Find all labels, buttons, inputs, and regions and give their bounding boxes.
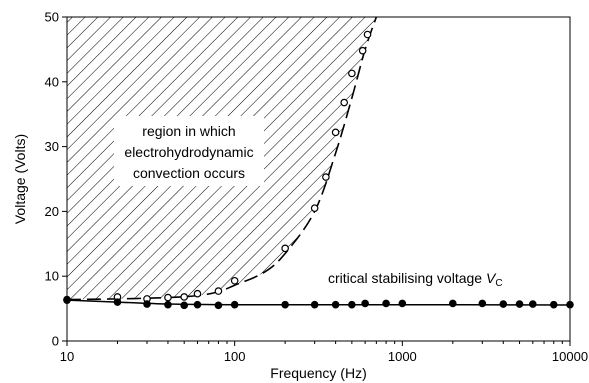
filled-circle-point [113,298,122,306]
open-circle-point [310,204,319,212]
x-tick-label: 10000 [552,349,588,364]
critical-voltage-text: critical stabilising voltage [328,270,486,286]
y-axis-title: Voltage (Volts) [12,134,28,224]
x-tick-label: 1000 [388,349,417,364]
y-tick-label: 40 [45,74,59,89]
open-circle-point [214,287,223,295]
filled-circle-point [528,300,537,308]
open-circle-point [164,293,172,302]
y-tick-label: 0 [52,334,59,349]
filled-circle-point [348,300,356,309]
open-circle-point [322,173,330,181]
critical-voltage-label: critical stabilising voltage VC [328,270,503,289]
filled-circle-point [566,300,574,309]
y-tick-label: 50 [45,10,59,25]
data-markers [63,30,574,310]
open-circle-point [358,46,367,55]
stability-curve [67,299,570,306]
region-annotation-background [114,116,264,186]
open-circle-point [230,276,239,285]
critical-voltage-symbol: V [486,270,497,286]
x-tick-label: 100 [224,349,246,364]
open-circle-point [193,289,202,298]
open-circle-point [363,30,372,39]
filled-circle-point [193,300,202,309]
filled-circle-point [331,300,340,309]
filled-circle-point [398,299,407,308]
filled-circle-point [143,300,151,308]
x-axis-title: Frequency (Hz) [270,365,366,381]
open-circle-point [348,69,356,78]
region-annotation-line-1: region in which [142,123,235,139]
filled-circle-point [63,296,71,304]
open-circle-point [180,293,188,301]
plot-frame [66,16,571,342]
x-axis-ticks: 10 100 1000 10000 [60,341,588,364]
filled-circle-point [449,299,457,308]
region-annotation-line-2: electrohydrodynamic [124,144,253,160]
critical-voltage-subscript: C [495,278,502,289]
filled-circle-point [499,300,508,308]
y-axis-ticks: 0 10 20 30 40 50 [45,10,67,349]
open-circle-point [331,128,340,137]
filled-circle-point [382,299,390,308]
filled-circle-point [478,299,487,308]
filled-circle-point [310,300,319,309]
y-tick-label: 20 [45,204,59,219]
open-circle-point [340,98,348,107]
filled-circle-point [549,300,558,309]
open-circle-point [281,244,289,253]
filled-circle-point [281,300,289,309]
y-tick-label: 10 [45,269,59,284]
filled-circle-point [164,300,172,309]
x-tick-label: 10 [60,349,74,364]
filled-circle-point [214,301,223,310]
filled-circle-point [515,300,524,308]
y-tick-label: 30 [45,139,59,154]
filled-circle-point [361,299,369,308]
filled-circle-point [180,301,188,310]
filled-circle-point [230,300,239,309]
region-annotation-line-3: convection occurs [133,165,245,181]
